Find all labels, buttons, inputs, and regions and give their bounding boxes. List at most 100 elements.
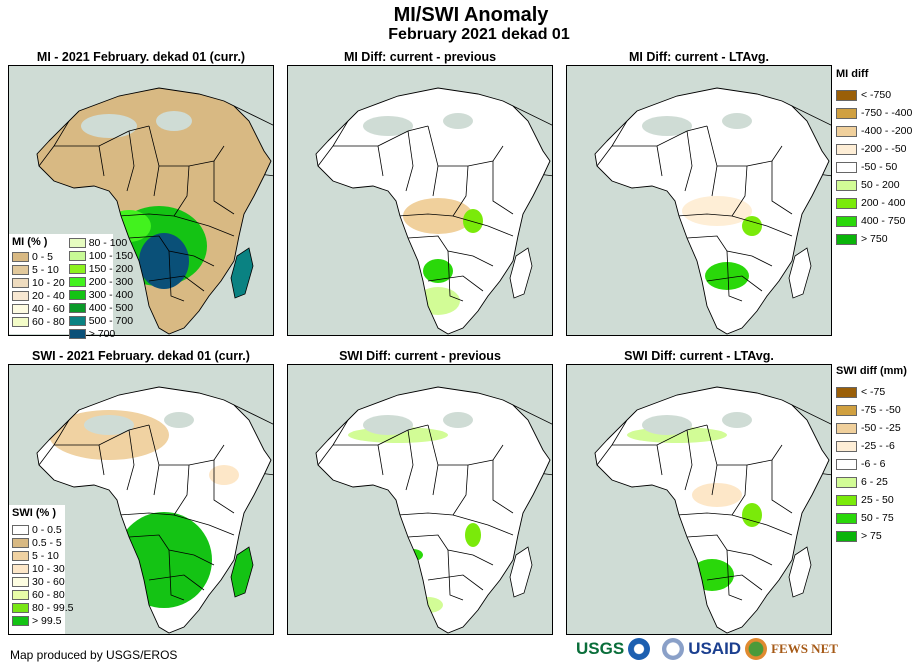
map-credit: Map produced by USGS/EROS	[10, 648, 178, 662]
legend-item: -200 - -50	[836, 140, 912, 158]
country-border	[168, 549, 185, 601]
value-region	[84, 415, 134, 435]
country-border	[771, 161, 793, 215]
legend-swatch	[12, 277, 29, 288]
legend-label: > 75	[861, 530, 882, 542]
country-border	[771, 460, 793, 514]
map-canvas	[594, 386, 831, 634]
legend-label: 60 - 80	[32, 315, 65, 328]
legend-item: -75 - -50	[836, 401, 907, 419]
panel-title-mi-diff-prev: MI Diff: current - previous	[343, 50, 497, 64]
country-border	[118, 512, 235, 536]
legend-label: 6 - 25	[861, 476, 888, 488]
legend-swatch	[12, 524, 29, 535]
country-border	[213, 161, 235, 215]
page-subtitle: February 2021 dekad 01	[388, 26, 570, 43]
legend-label: 50 - 200	[861, 179, 900, 191]
legend-swatch	[68, 328, 86, 339]
legend-label: < -750	[861, 89, 892, 101]
country-border	[397, 512, 514, 536]
country-border	[706, 574, 763, 591]
panel-title-swi-current: SWI - 2021 February. dekad 01 (curr.)	[32, 349, 250, 363]
value-region	[642, 116, 692, 136]
country-border	[717, 145, 783, 167]
value-region	[156, 111, 192, 131]
country-border	[731, 165, 748, 217]
legend-label: 500 - 700	[88, 314, 134, 327]
value-region	[642, 415, 692, 435]
legend-swatch	[836, 512, 857, 524]
madagascar	[788, 247, 812, 299]
legend-label: 300 - 400	[88, 288, 134, 301]
country-border	[656, 444, 663, 476]
country-border	[427, 574, 484, 591]
legend-item: 200 - 300	[68, 275, 133, 288]
legend-swatch	[836, 530, 857, 542]
legend-swatch	[836, 404, 857, 416]
legend-swi-percent-title: SWI (% )	[12, 507, 56, 519]
legend-mi-diff: MI diff < -750 -750 - -400 -400 - -200 -200…	[836, 68, 912, 248]
fewsnet-logo: FEWS NET	[771, 641, 838, 656]
legend-item: 400 - 750	[836, 212, 912, 230]
value-region	[659, 251, 675, 281]
value-region	[403, 549, 423, 561]
country-border	[726, 549, 743, 601]
legend-swatch	[12, 602, 29, 613]
value-region	[423, 259, 453, 283]
legend-swatch	[836, 386, 857, 398]
value-region	[705, 262, 749, 290]
legend-label: 20 - 40	[32, 289, 65, 302]
logos: USGS USAID FEWS NET	[576, 638, 838, 660]
panel-title-mi-diff-ltavg: MI Diff: current - LTAvg.	[628, 50, 770, 64]
coastline	[315, 87, 551, 335]
country-border	[612, 125, 708, 147]
legend-label: 10 - 20	[32, 276, 65, 289]
legend-item: < -750	[836, 86, 912, 104]
legend-label: 150 - 200	[88, 262, 134, 275]
legend-item: 30 - 60	[12, 575, 65, 588]
value-region	[443, 412, 473, 428]
country-border	[492, 161, 514, 215]
legend-label: > 750	[861, 233, 888, 245]
panel-title-swi-diff-prev: SWI Diff: current - previous	[339, 349, 501, 363]
legend-label: 30 - 60	[32, 575, 65, 588]
legend-item: 0.5 - 5	[12, 536, 62, 549]
value-region	[416, 287, 460, 315]
legend-item: -50 - -25	[836, 419, 907, 437]
map-canvas	[315, 386, 552, 634]
legend-swatch	[836, 458, 857, 470]
legend-swatch	[836, 494, 857, 506]
map-canvas	[36, 87, 273, 335]
legend-swatch	[12, 615, 29, 626]
value-region	[682, 196, 752, 226]
legend-item: 6 - 25	[836, 473, 907, 491]
map-canvas	[594, 87, 831, 335]
country-border	[717, 444, 783, 466]
legend-label: > 99.5	[32, 614, 62, 627]
value-region	[443, 113, 473, 129]
legend-swatch	[836, 143, 857, 155]
madagascar	[788, 546, 812, 598]
legend-label: 0.5 - 5	[32, 536, 62, 549]
legend-swatch	[836, 440, 857, 452]
value-region	[465, 523, 481, 547]
legend-label: 100 - 150	[88, 249, 134, 262]
legend-swi-diff: SWI diff (mm) < -75 -75 - -50 -50 - -25 -25…	[836, 365, 907, 545]
legend-label: -200 - -50	[861, 143, 907, 155]
country-border	[427, 275, 484, 292]
legend-swatch	[836, 89, 857, 101]
legend-label: -750 - -400	[861, 107, 913, 119]
legend-label: -50 - 50	[861, 161, 898, 173]
panel-title-mi-current: MI - 2021 February. dekad 01 (curr.)	[36, 50, 246, 64]
legend-swatch	[68, 289, 86, 300]
legend-swatch	[12, 589, 29, 600]
value-region	[363, 415, 413, 435]
legend-item: 10 - 20	[12, 276, 65, 289]
country-border	[452, 464, 469, 516]
legend-swatch	[68, 237, 86, 248]
legend-label: 25 - 50	[861, 494, 894, 506]
page-title: MI/SWI Anomaly	[393, 4, 549, 26]
madagascar	[509, 546, 533, 598]
country-border	[98, 444, 105, 476]
legend-item: 0 - 5	[12, 250, 65, 263]
